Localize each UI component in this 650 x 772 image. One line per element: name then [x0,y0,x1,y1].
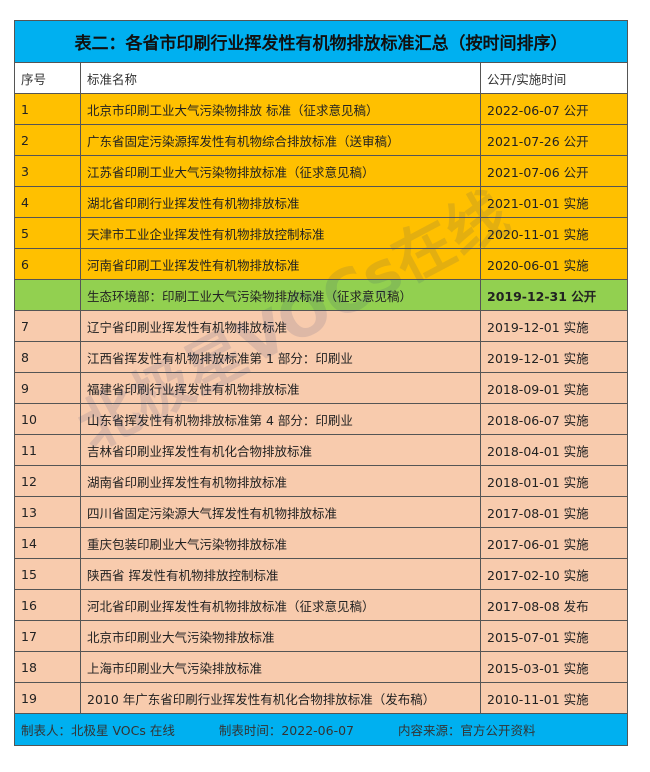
table-row: 9 福建省印刷行业挥发性有机物排放标准 2018-09-01 实施 [14,372,629,404]
table-row: 16 河北省印刷业挥发性有机物排放标准（征求意见稿） 2017-08-08 发布 [14,589,629,621]
row-number: 16 [14,589,81,621]
date: 2022-06-07 公开 [479,93,629,125]
table-row: 1 北京市印刷工业大气污染物排放 标准（征求意见稿） 2022-06-07 公开 [14,93,629,125]
row-number: 2 [14,124,81,156]
row-number: 3 [14,155,81,187]
standard-name: 河北省印刷业挥发性有机物排放标准（征求意见稿） [80,589,481,621]
row-number: 5 [14,217,81,249]
table-row: 2 广东省固定污染源挥发性有机物综合排放标准（送审稿） 2021-07-26 公开 [14,124,629,156]
header-name: 标准名称 [80,62,481,94]
row-number: 14 [14,527,81,559]
date: 2020-06-01 实施 [479,248,629,280]
table-row: 14 重庆包装印刷业大气污染物排放标准 2017-06-01 实施 [14,527,629,559]
row-number: 11 [14,434,81,466]
row-number: 9 [14,372,81,404]
standard-name: 吉林省印刷业挥发性有机化合物排放标准 [80,434,481,466]
standard-name: 广东省固定污染源挥发性有机物综合排放标准（送审稿） [80,124,481,156]
footer-source: 内容来源：官方公开资料 [398,723,536,738]
date: 2018-09-01 实施 [479,372,629,404]
row-number: 8 [14,341,81,373]
row-number: 19 [14,682,81,714]
footer-row: 制表人：北极星 VOCs 在线 制表时间：2022-06-07 内容来源：官方公开资… [13,713,629,746]
standard-name: 江西省挥发性有机物排放标准第 1 部分：印刷业 [80,341,481,373]
table-row: 19 2010 年广东省印刷行业挥发性有机化合物排放标准（发布稿） 2010-11-… [14,682,629,714]
standard-name: 北京市印刷业大气污染物排放标准 [80,620,481,652]
table-row: 生态环境部：印刷工业大气污染物排放标准（征求意见稿） 2019-12-31 公开 [14,279,629,311]
date: 2017-02-10 实施 [479,558,629,590]
standard-name: 福建省印刷行业挥发性有机物排放标准 [80,372,481,404]
date: 2010-11-01 实施 [479,682,629,714]
standard-name: 河南省印刷工业挥发性有机物排放标准 [80,248,481,280]
date: 2017-08-01 实施 [479,496,629,528]
standard-name: 2010 年广东省印刷行业挥发性有机化合物排放标准（发布稿） [80,682,481,714]
table-row: 17 北京市印刷业大气污染物排放标准 2015-07-01 实施 [14,620,629,652]
standard-name: 北京市印刷工业大气污染物排放 标准（征求意见稿） [80,93,481,125]
date: 2019-12-01 实施 [479,310,629,342]
table-row: 4 湖北省印刷行业挥发性有机物排放标准 2021-01-01 实施 [14,186,629,218]
date: 2015-07-01 实施 [479,620,629,652]
standard-name: 江苏省印刷工业大气污染物排放标准（征求意见稿） [80,155,481,187]
footer-maker: 制表人：北极星 VOCs 在线 [21,723,175,738]
standard-name: 湖南省印刷业挥发性有机物排放标准 [80,465,481,497]
row-number: 17 [14,620,81,652]
table-row: 11 吉林省印刷业挥发性有机化合物排放标准 2018-04-01 实施 [14,434,629,466]
table-title: 表二：各省市印刷行业挥发性有机物排放标准汇总（按时间排序） [13,20,629,63]
table-row: 5 天津市工业企业挥发性有机物排放控制标准 2020-11-01 实施 [14,217,629,249]
date: 2019-12-31 公开 [479,279,629,311]
header-date: 公开/实施时间 [479,62,629,94]
standard-name: 生态环境部：印刷工业大气污染物排放标准（征求意见稿） [80,279,481,311]
date: 2015-03-01 实施 [479,651,629,683]
standard-name: 山东省挥发性有机物排放标准第 4 部分：印刷业 [80,403,481,435]
footer-time: 制表时间：2022-06-07 [218,723,355,738]
table-row: 6 河南省印刷工业挥发性有机物排放标准 2020-06-01 实施 [14,248,629,280]
date: 2021-07-26 公开 [479,124,629,156]
table-row: 3 江苏省印刷工业大气污染物排放标准（征求意见稿） 2021-07-06 公开 [14,155,629,187]
date: 2017-08-08 发布 [479,589,629,621]
row-number: 18 [14,651,81,683]
standard-name: 重庆包装印刷业大气污染物排放标准 [80,527,481,559]
table-title-row: 表二：各省市印刷行业挥发性有机物排放标准汇总（按时间排序） [13,20,629,63]
date: 2018-06-07 实施 [479,403,629,435]
table-row: 7 辽宁省印刷业挥发性有机物排放标准 2019-12-01 实施 [14,310,629,342]
date: 2018-04-01 实施 [479,434,629,466]
footer: 制表人：北极星 VOCs 在线 制表时间：2022-06-07 内容来源：官方公开资… [13,713,629,746]
table-row: 15 陕西省 挥发性有机物排放控制标准 2017-02-10 实施 [14,558,629,590]
date: 2019-12-01 实施 [479,341,629,373]
date: 2021-07-06 公开 [479,155,629,187]
header-row: 序号 标准名称 公开/实施时间 [14,62,629,94]
row-number: 6 [14,248,81,280]
standards-table: 表二：各省市印刷行业挥发性有机物排放标准汇总（按时间排序） 序号 标准名称 公开… [13,20,629,746]
standard-name: 上海市印刷业大气污染排放标准 [80,651,481,683]
date: 2020-11-01 实施 [479,217,629,249]
row-number: 4 [14,186,81,218]
table-row: 13 四川省固定污染源大气挥发性有机物排放标准 2017-08-01 实施 [14,496,629,528]
table-row: 8 江西省挥发性有机物排放标准第 1 部分：印刷业 2019-12-01 实施 [14,341,629,373]
standard-name: 湖北省印刷行业挥发性有机物排放标准 [80,186,481,218]
row-number [14,279,81,311]
row-number: 13 [14,496,81,528]
row-number: 10 [14,403,81,435]
header-no: 序号 [14,62,81,94]
date: 2017-06-01 实施 [479,527,629,559]
row-number: 12 [14,465,81,497]
table-row: 18 上海市印刷业大气污染排放标准 2015-03-01 实施 [14,651,629,683]
standard-name: 四川省固定污染源大气挥发性有机物排放标准 [80,496,481,528]
standard-name: 辽宁省印刷业挥发性有机物排放标准 [80,310,481,342]
row-number: 15 [14,558,81,590]
row-number: 1 [14,93,81,125]
table-row: 10 山东省挥发性有机物排放标准第 4 部分：印刷业 2018-06-07 实施 [14,403,629,435]
date: 2021-01-01 实施 [479,186,629,218]
date: 2018-01-01 实施 [479,465,629,497]
standard-name: 天津市工业企业挥发性有机物排放控制标准 [80,217,481,249]
table-row: 12 湖南省印刷业挥发性有机物排放标准 2018-01-01 实施 [14,465,629,497]
standard-name: 陕西省 挥发性有机物排放控制标准 [80,558,481,590]
row-number: 7 [14,310,81,342]
